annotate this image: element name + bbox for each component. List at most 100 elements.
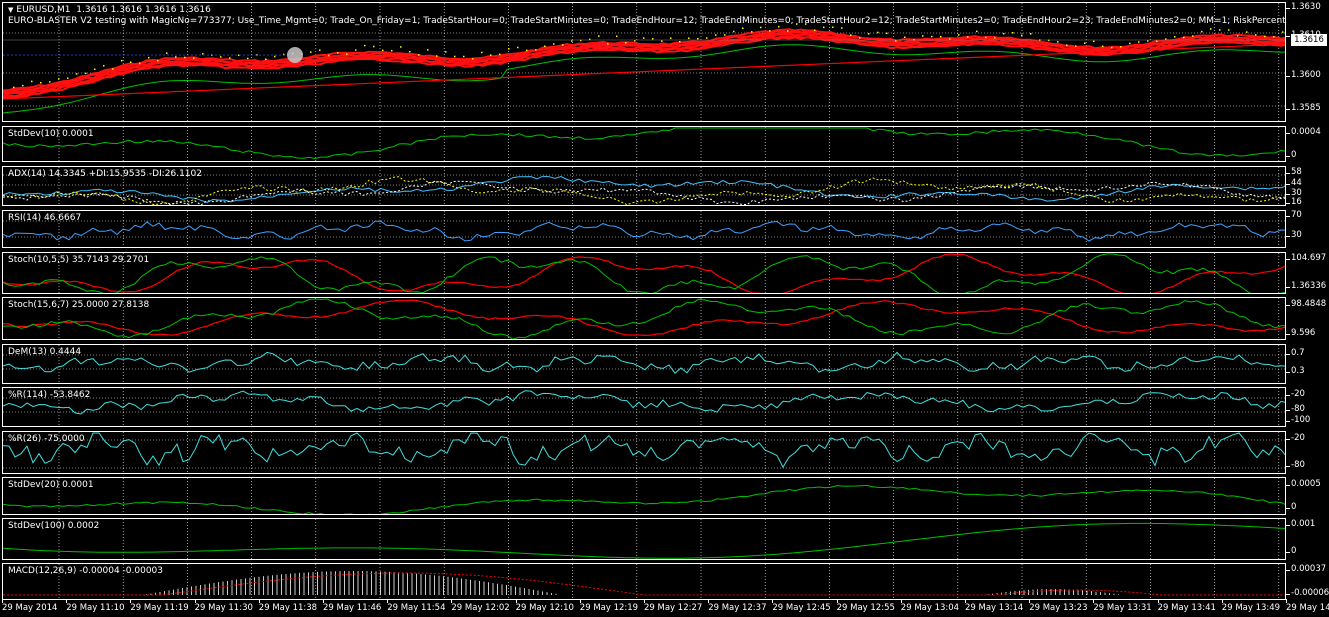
signal-dot [193,57,195,60]
signal-dot [94,68,96,71]
signal-dot [787,30,789,32]
time-label: 29 May 13:04 [900,599,960,613]
stddev20-canvas [3,478,1285,514]
signal-dot [58,78,60,80]
stoch1-canvas [3,253,1285,293]
price-tick: 1.3630 [1286,2,1321,12]
triangle-down-icon: ▼ [8,6,14,14]
macd-signal-line [3,572,1285,596]
signal-dot [1084,42,1086,44]
signal-dot [1102,45,1104,48]
signal-dot [139,62,141,65]
signal-dot [1066,44,1068,46]
signal-dot [877,31,879,34]
panel-tick: 98.4848 [1285,299,1327,309]
macd-canvas [3,564,1285,599]
signal-dot [688,37,690,39]
panel-tick: 0 [1285,546,1297,556]
signal-dot [229,57,231,59]
trade-marker [287,47,303,63]
panel-label: MACD(12,26,9) -0.00004 -0.00003 [8,566,164,576]
indicator-line [3,299,1285,337]
adx-canvas [3,167,1285,205]
signal-dot [112,68,114,70]
indicator-line [3,220,1285,242]
panel-tick: 0 [1285,150,1297,160]
indicator-line [3,253,1285,293]
price-tick: 1.3585 [1286,103,1321,113]
price-chart[interactable]: ▼ EURUSD,M1 1.3616 1.3616 1.3616 1.3616 E… [2,2,1286,122]
signal-dot [841,27,843,29]
signal-dot [1075,45,1077,47]
signal-dot [625,42,627,44]
panel-rsi[interactable]: RSI(14) 46.6667 [2,210,1286,248]
signal-dot [832,26,834,28]
signal-dot [22,84,24,87]
moving-average-line [3,44,1285,114]
price-axis[interactable]: 1.3630 1.3610 1.3600 1.3585 0.0004 0 58 … [1285,0,1329,617]
signal-dot [76,73,78,75]
panel-stddev100[interactable]: StdDev(100) 0.0002 [2,518,1286,560]
signal-dot [805,23,807,25]
signal-dot [1012,31,1014,34]
panel-dem[interactable]: DeM(13) 0.4444 [2,344,1286,384]
signal-dot [967,36,969,38]
signal-dot [1264,35,1266,38]
signal-dot [526,49,528,52]
panel-stoch1[interactable]: Stoch(10,5,5) 35.7143 29.2701 [2,252,1286,294]
signal-dot [202,53,204,55]
signal-dot [661,40,663,42]
panel-wpr114[interactable]: %R(114) -53.8462 [2,387,1286,427]
signal-dot [1282,31,1284,33]
panel-label: Stoch(15,6,7) 25.0000 27.8138 [8,300,150,310]
wpr114-canvas [3,388,1285,426]
panel-macd[interactable]: MACD(12,26,9) -0.00004 -0.00003 [2,563,1286,600]
price-tick: 1.3600 [1286,70,1321,80]
panel-tick: 44 [1286,178,1302,188]
signal-dot [508,48,510,50]
panel-adx[interactable]: ADX(14) 14.3345 +DI:15.9535 -DI:26.1102 [2,166,1286,206]
signal-dot [517,46,519,49]
indicator-line [3,127,1285,160]
signal-dot [751,31,753,33]
signal-dot [319,49,321,51]
panel-tick: -20 [1286,389,1305,399]
panel-stoch2[interactable]: Stoch(15,6,7) 25.0000 27.8138 [2,297,1286,340]
time-label: 29 May 12:45 [772,599,831,613]
chart-title: ▼ EURUSD,M1 1.3616 1.3616 1.3616 1.3616 [8,5,211,15]
panel-tick: -80 [1286,404,1305,414]
signal-dot [715,34,717,36]
time-label: 29 May 11:46 [323,599,382,613]
panel-tick: 30 [1286,188,1302,198]
signal-dot [1174,36,1176,38]
signal-dot [130,61,132,63]
panel-tick: 16 [1286,197,1302,207]
panel-stddev20[interactable]: StdDev(20) 0.0001 [2,477,1286,515]
panel-tick: 0.001 [1285,519,1316,529]
price-chart-canvas [3,3,1285,121]
signal-dot [706,37,708,39]
signal-dot [895,40,897,42]
signal-dot [265,58,267,60]
signal-dot [733,30,735,33]
time-label: 29 May 12:27 [644,599,703,613]
signal-dot [1246,31,1248,33]
signal-dot [868,33,870,35]
panel-wpr26[interactable]: %R(26) -75.0000 [2,431,1286,474]
panel-stddev10[interactable]: StdDev(10) 0.0001 [2,126,1286,162]
indicator-line [3,175,1285,203]
time-label: 29 May 11:54 [387,599,446,613]
signal-dot [1273,36,1275,38]
signal-dot [724,34,726,36]
signal-dot [463,55,465,58]
signal-dot [760,26,762,29]
panel-tick: 9.596 [1285,328,1316,338]
panel-tick: 0 [1285,502,1297,512]
signal-dot [544,45,546,48]
signal-dot [13,86,15,89]
time-label: 29 May 11:38 [258,599,318,613]
stddev10-canvas [3,127,1285,161]
time-label: 29 May 12:37 [708,599,767,613]
signal-dot [373,45,375,48]
time-axis[interactable]: 29 May 2014 29 May 11:10 29 May 11:19 29 Ma… [0,599,1329,617]
